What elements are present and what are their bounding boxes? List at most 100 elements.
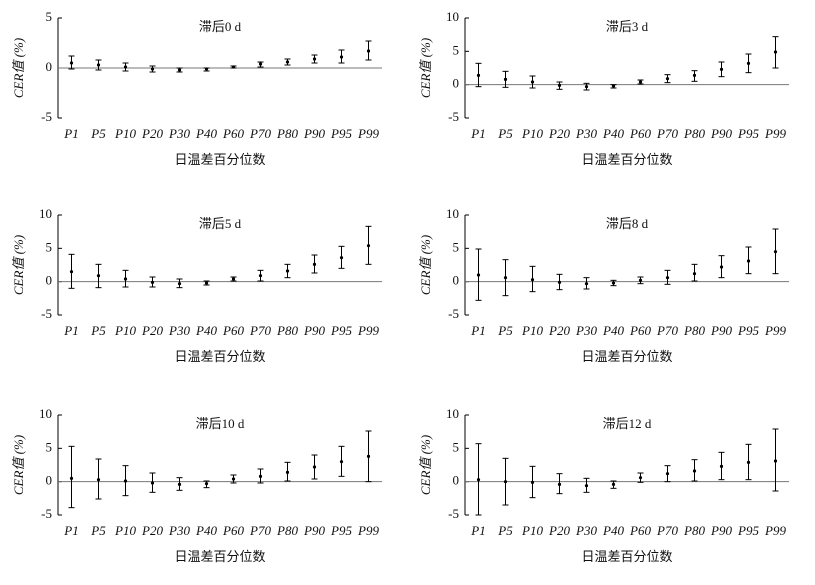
point [503, 480, 508, 484]
point [665, 77, 670, 81]
y-axis-label: CER值 (%) [418, 38, 433, 98]
x-tick-label: P95 [737, 323, 759, 338]
x-tick-label: P99 [357, 126, 379, 141]
x-tick-label: P90 [710, 323, 732, 338]
y-tick-label: 0 [46, 59, 53, 74]
panel-title: 滞后10 d [196, 416, 245, 431]
y-axis-label: CER值 (%) [11, 235, 26, 295]
y-tick-label: 0 [46, 473, 53, 488]
x-axis-label: 日温差百分位数 [174, 152, 265, 167]
point [638, 278, 643, 282]
x-tick-label: P30 [168, 126, 190, 141]
y-tick-label: 10 [446, 406, 459, 421]
y-tick-label: 5 [453, 439, 460, 454]
y-axis-label: CER值 (%) [11, 435, 26, 495]
point [69, 270, 74, 274]
x-tick-label: P5 [90, 126, 106, 141]
point [150, 67, 155, 71]
point [231, 65, 236, 69]
point [719, 265, 724, 269]
x-tick-label: P95 [330, 126, 352, 141]
x-tick-label: P20 [141, 323, 163, 338]
x-tick-label: P99 [764, 523, 786, 538]
x-tick-label: P20 [548, 126, 570, 141]
x-tick-label: P99 [357, 323, 379, 338]
x-tick-label: P20 [141, 126, 163, 141]
x-tick-label: P40 [195, 126, 217, 141]
y-tick-label: 5 [46, 239, 53, 254]
point [150, 481, 155, 485]
point [285, 60, 290, 64]
point [530, 480, 535, 484]
x-tick-label: P90 [710, 523, 732, 538]
x-tick-label: P80 [683, 323, 705, 338]
point [476, 478, 481, 482]
x-tick-label: P60 [222, 323, 244, 338]
point [476, 73, 481, 77]
point [773, 50, 778, 54]
x-axis-label: 日温差百分位数 [174, 549, 265, 564]
x-tick-label: P70 [656, 126, 678, 141]
x-tick-label: P60 [629, 126, 651, 141]
y-tick-label: -5 [448, 109, 459, 124]
x-tick-label: P5 [90, 523, 106, 538]
x-tick-label: P20 [141, 523, 163, 538]
panel: -5 0 5 10 P1 P5 P10 P20 P30 P40 P60 P70 P80 P90 P95 P99… [418, 206, 789, 364]
point [692, 73, 697, 77]
x-tick-label: P10 [114, 523, 136, 538]
x-tick-label: P40 [195, 523, 217, 538]
y-tick-label: 10 [39, 406, 52, 421]
point [584, 85, 589, 89]
point [557, 482, 562, 486]
panel-title: 滞后5 d [199, 216, 242, 231]
point [746, 259, 751, 263]
x-tick-label: P95 [330, 523, 352, 538]
point [584, 282, 589, 286]
point [312, 465, 317, 469]
y-tick-label: 5 [453, 239, 460, 254]
point [231, 477, 236, 481]
x-tick-label: P1 [63, 126, 78, 141]
x-tick-label: P10 [521, 523, 543, 538]
x-axis-label: 日温差百分位数 [581, 152, 672, 167]
point [339, 55, 344, 59]
panel: -5 0 5 10 P1 P5 P10 P20 P30 P40 P60 P70 P80 P90 P95 P99… [418, 406, 789, 564]
point [123, 277, 128, 281]
panel: -5 0 5 10 P1 P5 P10 P20 P30 P40 P60 P70 P80 P90 P95 P99… [418, 9, 789, 167]
point [746, 61, 751, 65]
point [204, 482, 209, 486]
point [665, 472, 670, 476]
x-tick-label: P40 [602, 323, 624, 338]
point [719, 464, 724, 468]
point [503, 77, 508, 81]
x-tick-label: P95 [330, 323, 352, 338]
x-tick-label: P1 [63, 523, 78, 538]
point [123, 479, 128, 483]
y-axis-label: CER值 (%) [418, 435, 433, 495]
point [366, 244, 371, 248]
x-tick-label: P30 [168, 323, 190, 338]
x-tick-label: P1 [470, 126, 485, 141]
y-tick-label: 0 [453, 76, 460, 91]
x-tick-label: P5 [497, 126, 513, 141]
panel: -5 0 5 P1 P5 P10 P20 P30 P40 P60 P70 P80 P90 P95 P99 滞后… [11, 9, 382, 167]
x-tick-label: P1 [470, 523, 485, 538]
y-axis-label: CER值 (%) [11, 38, 26, 98]
point [204, 281, 209, 285]
point [557, 280, 562, 284]
point [719, 67, 724, 71]
x-tick-label: P90 [710, 126, 732, 141]
panel: -5 0 5 10 P1 P5 P10 P20 P30 P40 P60 P70 P80 P90 P95 P99… [11, 406, 382, 564]
x-tick-label: P10 [521, 323, 543, 338]
x-tick-label: P20 [548, 323, 570, 338]
x-tick-label: P90 [303, 323, 325, 338]
y-tick-label: 5 [46, 9, 53, 24]
x-tick-label: P5 [90, 323, 106, 338]
x-tick-label: P90 [303, 523, 325, 538]
x-tick-label: P70 [249, 523, 271, 538]
point [258, 474, 263, 478]
point [96, 478, 101, 482]
point [231, 277, 236, 281]
